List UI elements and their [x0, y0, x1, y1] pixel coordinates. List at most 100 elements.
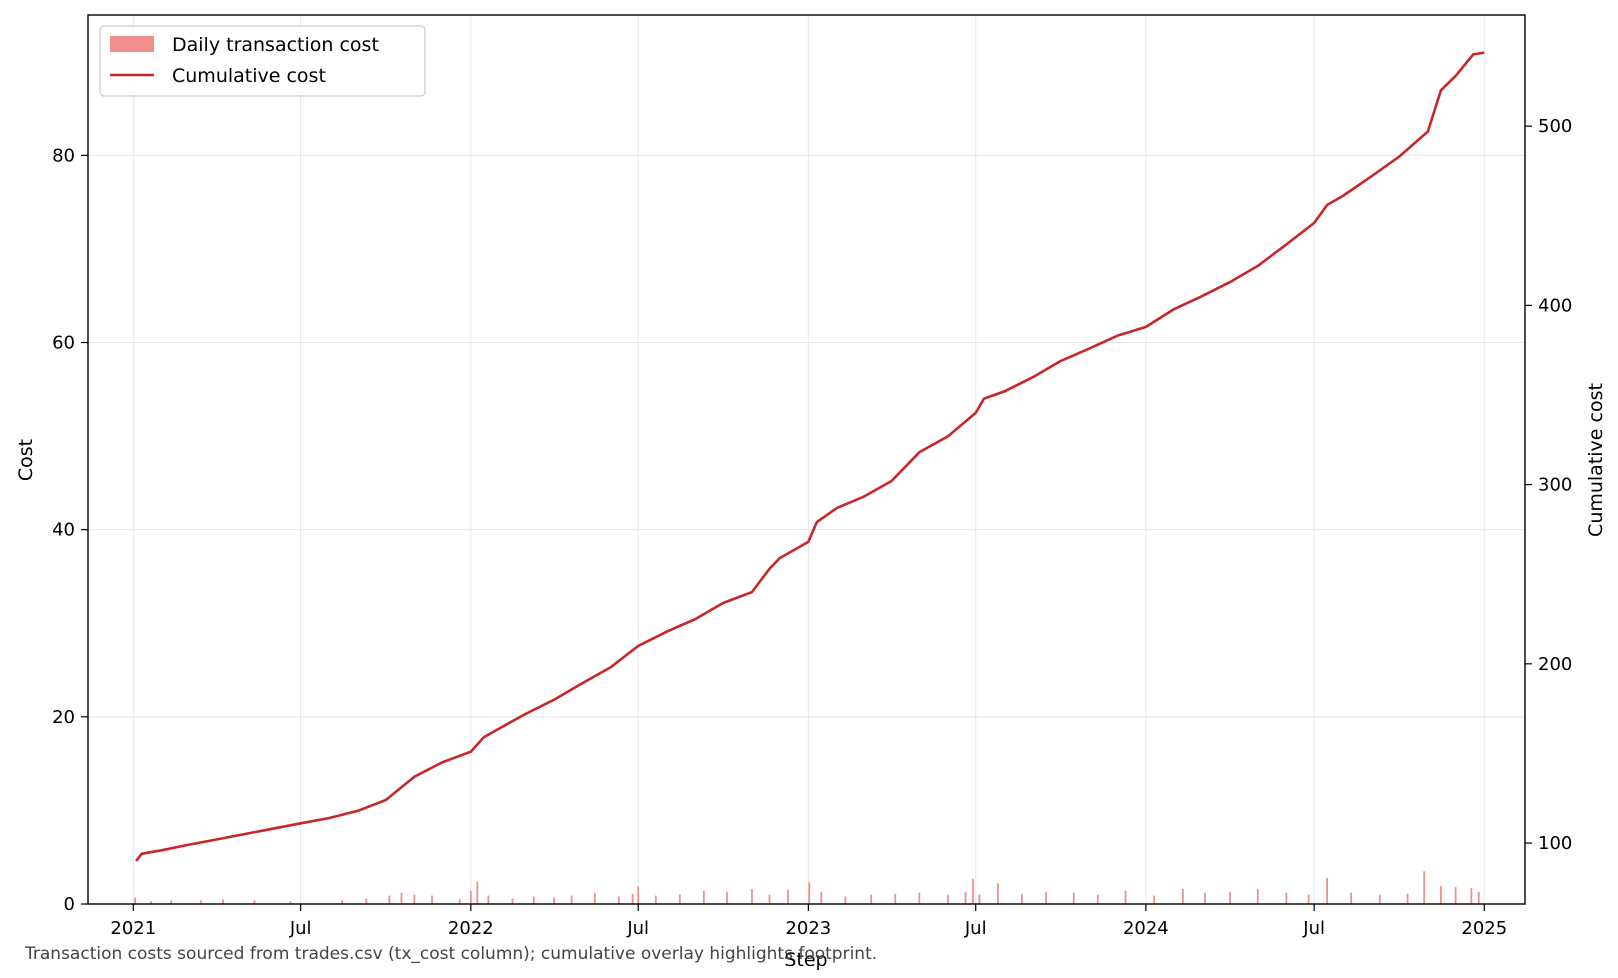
bar	[431, 895, 433, 904]
bar	[469, 890, 472, 904]
bar	[365, 898, 368, 904]
y2-axis-title: Cumulative cost	[1585, 383, 1607, 537]
bar	[400, 892, 403, 904]
bar	[553, 897, 555, 904]
bar	[870, 894, 873, 904]
bar	[388, 895, 391, 904]
bar	[654, 895, 657, 904]
x-axis: 2021 Jul 2022 Jul 2023 Jul 2024 Jul 2025	[110, 904, 1507, 939]
bar	[631, 893, 634, 904]
bar	[702, 890, 705, 904]
y-tick-label: 80	[52, 145, 75, 166]
bar	[1378, 894, 1381, 904]
bar	[149, 901, 152, 904]
bar	[1124, 890, 1127, 904]
y2-tick-label: 500	[1538, 116, 1572, 137]
bar	[1096, 894, 1099, 904]
bar	[341, 900, 344, 904]
bar	[751, 889, 753, 904]
y-tick-label: 60	[52, 333, 75, 354]
bar	[1153, 895, 1156, 904]
bar	[1406, 893, 1409, 904]
bar	[1470, 888, 1473, 904]
line-series	[135, 51, 1485, 862]
x-tick-label: 2023	[785, 918, 831, 939]
legend-label-line: Cumulative cost	[172, 65, 326, 87]
bar	[978, 894, 981, 904]
bar	[170, 900, 173, 904]
bar	[808, 882, 811, 904]
bar	[570, 895, 573, 904]
bar	[289, 901, 292, 904]
y-tick-label: 20	[52, 707, 75, 728]
bar	[1326, 877, 1329, 904]
bar	[947, 894, 949, 904]
grid	[88, 15, 1525, 905]
bar	[476, 881, 479, 904]
bar	[511, 898, 514, 904]
y-tick-label: 40	[52, 520, 75, 541]
x-tick-label: Jul	[964, 918, 987, 939]
bar	[637, 886, 640, 904]
bar	[1204, 892, 1206, 904]
bar	[726, 891, 728, 904]
bar	[1285, 892, 1288, 904]
x-tick-label: 2021	[110, 918, 156, 939]
plot-frame	[87, 14, 1526, 905]
bar	[1423, 871, 1426, 904]
bar	[787, 889, 789, 904]
bar	[1350, 892, 1353, 904]
y2-tick-label: 200	[1538, 654, 1572, 675]
bar	[894, 893, 897, 904]
bar	[593, 892, 596, 904]
legend: Daily transaction cost Cumulative cost	[99, 25, 426, 97]
bar	[532, 896, 535, 904]
y2-tick-label: 300	[1538, 475, 1572, 496]
y-axis-title: Cost	[15, 439, 37, 481]
bar	[678, 894, 681, 904]
x-tick-label: 2022	[448, 918, 494, 939]
cumulative-line	[135, 51, 1485, 862]
bar	[487, 895, 490, 904]
legend-swatch-bars	[110, 36, 154, 52]
bar	[134, 897, 137, 904]
bar	[1229, 891, 1231, 904]
bar	[820, 891, 823, 904]
bar	[458, 899, 461, 904]
bar	[1454, 887, 1457, 904]
bar	[222, 899, 224, 904]
bar	[1307, 894, 1310, 904]
bar	[768, 894, 771, 904]
bar	[964, 891, 967, 904]
bar	[1256, 889, 1259, 904]
x-tick-label: Jul	[626, 918, 649, 939]
bar	[199, 900, 202, 904]
bar	[413, 894, 416, 904]
y2-tick-label: 100	[1538, 833, 1572, 854]
x-tick-label: Jul	[289, 918, 312, 939]
bar	[1072, 892, 1075, 904]
bar	[918, 892, 921, 904]
bar	[1439, 886, 1442, 904]
bar	[253, 900, 256, 904]
x-axis-title: Step	[784, 949, 827, 971]
bar	[1477, 891, 1480, 904]
bar-series	[134, 871, 1480, 904]
legend-box	[99, 25, 426, 97]
x-tick-label: 2024	[1123, 918, 1169, 939]
bar	[1021, 893, 1023, 904]
x-tick-label: Jul	[1302, 918, 1325, 939]
y2-tick-label: 400	[1538, 295, 1572, 316]
bar	[997, 883, 999, 904]
legend-label-bars: Daily transaction cost	[172, 34, 379, 56]
y-axis-right: 100 200 300 400 500	[1525, 116, 1572, 854]
x-tick-label: 2025	[1461, 918, 1507, 939]
caption: Transaction costs sourced from trades.cs…	[24, 944, 877, 964]
bar	[1181, 889, 1184, 904]
bar	[844, 896, 847, 904]
y-tick-label: 0	[64, 894, 75, 915]
bar	[972, 878, 974, 904]
bar	[617, 896, 620, 904]
y-axis-left: 0 20 40 60 80	[52, 145, 88, 915]
